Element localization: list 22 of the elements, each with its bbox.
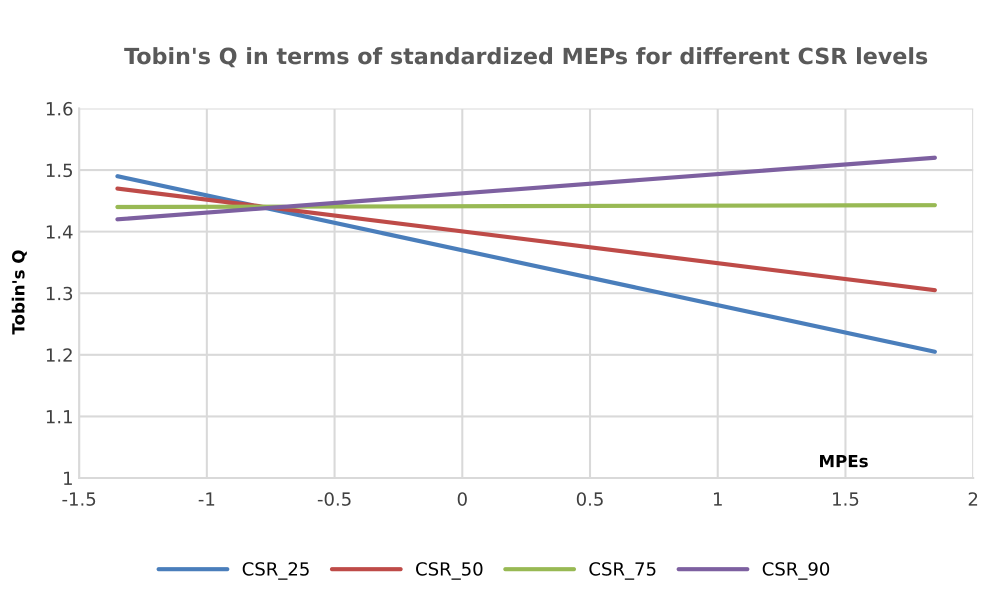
y-tick-label: 1.4 [46, 225, 73, 239]
x-tick-label: 0.5 [576, 492, 603, 506]
chart-title: Tobin's Q in terms of standardized MEPs for different CSR levels [124, 47, 928, 68]
x-tick-label: -1.5 [62, 492, 96, 506]
y-tick-label: 1.3 [46, 286, 72, 300]
y-tick-label: 1.6 [46, 102, 72, 116]
legend-label: CSR_90 [762, 562, 830, 580]
x-axis-title: MPEs [820, 454, 868, 468]
x-tick-label: 0 [458, 492, 467, 506]
x-tick-label: 1.5 [833, 492, 858, 506]
x-tick-label: -1 [198, 492, 214, 506]
x-tick-label: 2 [968, 492, 978, 506]
legend-label: CSR_75 [589, 562, 656, 580]
y-tick-label: 1.5 [46, 164, 72, 178]
y-tick-label: 1.1 [46, 410, 72, 424]
x-tick-label: 1 [714, 492, 722, 506]
y-tick-label: 1 [64, 472, 72, 485]
y-tick-label: 1.2 [46, 348, 72, 362]
legend-label: CSR_25 [242, 562, 309, 580]
legend-label: CSR_50 [416, 562, 482, 580]
y-axis-title: Tobin's Q [12, 250, 27, 335]
x-tick-label: -0.5 [318, 492, 351, 506]
